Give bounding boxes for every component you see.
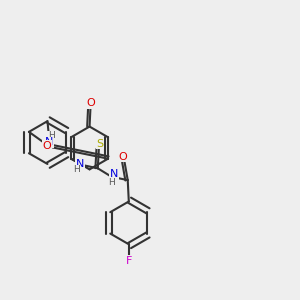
Text: O: O <box>43 141 52 151</box>
Text: N: N <box>76 159 84 169</box>
Text: O: O <box>119 152 128 161</box>
Text: H: H <box>48 131 54 140</box>
Text: O: O <box>86 98 95 108</box>
Text: H: H <box>73 165 80 174</box>
Text: N: N <box>110 169 118 179</box>
Text: F: F <box>126 256 132 266</box>
Text: H: H <box>108 178 115 187</box>
Text: N: N <box>45 137 54 148</box>
Text: S: S <box>96 139 103 149</box>
